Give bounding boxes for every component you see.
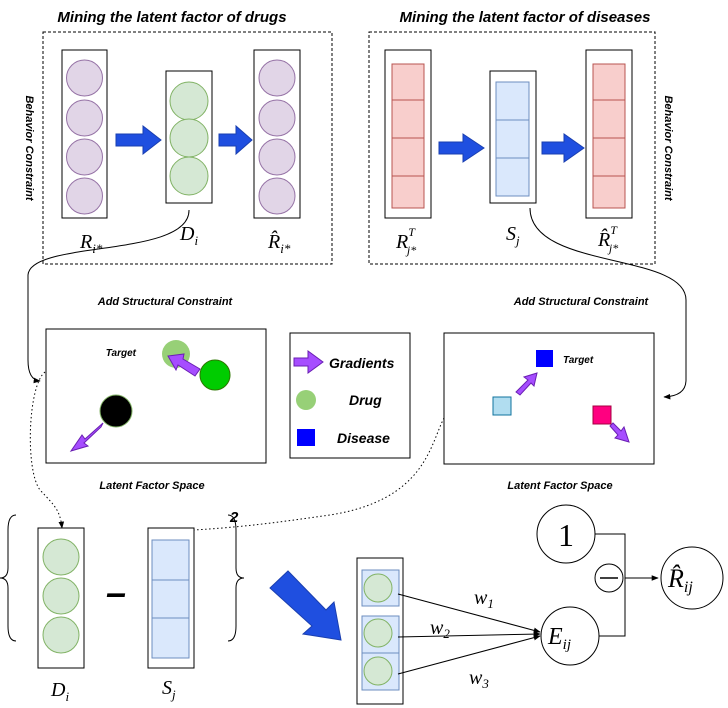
power-two: 2	[229, 509, 239, 526]
weight-w3: w3	[469, 667, 489, 691]
node-Rhat	[660, 546, 724, 610]
matrix-D-drugs	[165, 70, 213, 204]
label-RhatT-j: R̂T j*	[597, 223, 618, 255]
node-one-label: 1	[558, 517, 574, 553]
title-diseases: Mining the latent factor of diseases	[400, 9, 651, 26]
label-RT-j: RT j*	[395, 225, 416, 257]
curve-structural-right	[529, 207, 687, 400]
brace-right	[227, 514, 245, 642]
gradient-arrow-right-2	[609, 422, 630, 443]
label-Rhat-i: R̂i*	[267, 230, 291, 256]
arrow-right-2	[218, 124, 253, 156]
gradient-arrow-left-2	[69, 422, 104, 452]
weight-w2: w2	[430, 617, 450, 641]
legend-drug: Drug	[349, 392, 382, 408]
target-label-right: Target	[563, 355, 594, 366]
weight-w1: w1	[474, 587, 494, 611]
dotted-curve-right	[174, 417, 445, 534]
edge-w3	[397, 634, 541, 675]
structural-label-right: Add Structural Constraint	[513, 296, 650, 308]
bottom-label-S: Sj	[162, 677, 176, 702]
connector-one-E	[595, 533, 626, 637]
edge-w2	[397, 631, 541, 638]
bottom-label-D: Di	[50, 679, 69, 704]
drug-point-black	[99, 394, 133, 428]
node-Rhat-label: R̂ij	[667, 564, 693, 596]
label-D-i: Di	[179, 223, 198, 248]
arrow-right-4	[541, 133, 585, 163]
bottom-matrix-D	[37, 527, 85, 669]
drug-point	[199, 359, 231, 391]
behavior-constraint-left: Behavior Constraint	[23, 95, 35, 201]
minus-sign: –	[106, 572, 126, 613]
arrow-right-3	[438, 133, 485, 163]
matrix-Rhat-drugs	[253, 49, 301, 219]
edge-w1	[397, 593, 541, 634]
curve-structural-left	[27, 209, 190, 384]
node-E-label: Eij	[547, 624, 571, 653]
disease-point-light	[492, 396, 512, 416]
disease-panel	[368, 31, 656, 265]
matrix-RhatT-diseases	[585, 49, 633, 219]
target-disease	[536, 350, 553, 367]
label-R-i: Ri*	[79, 231, 103, 256]
title-drugs: Mining the latent factor of drugs	[57, 9, 286, 26]
arrow-right-1	[115, 124, 162, 156]
matrix-RT-diseases	[384, 49, 432, 219]
brace-left	[0, 514, 17, 642]
legend-gradient-icon	[293, 350, 324, 374]
target-label-left: Target	[106, 348, 137, 359]
matrix-R-drugs	[61, 49, 108, 219]
arrow-diagonal	[269, 570, 342, 641]
drug-panel	[42, 31, 333, 265]
behavior-constraint-right: Behavior Constraint	[662, 95, 674, 201]
stacked-column	[356, 557, 404, 705]
structural-label-left: Add Structural Constraint	[97, 296, 234, 308]
gradient-arrow-right-1	[515, 372, 538, 396]
legend-drug-icon	[296, 390, 316, 410]
disease-point-magenta	[592, 405, 612, 425]
legend-disease: Disease	[337, 430, 390, 446]
caption-left: Latent Factor Space	[99, 480, 204, 492]
legend-disease-icon	[297, 429, 315, 446]
caption-right: Latent Factor Space	[507, 480, 612, 492]
bottom-matrix-S	[147, 527, 195, 669]
gradient-arrow-left-1	[167, 353, 201, 377]
label-S-j: Sj	[506, 223, 520, 248]
legend-gradients: Gradients	[329, 355, 395, 371]
matrix-S-diseases	[489, 70, 537, 204]
